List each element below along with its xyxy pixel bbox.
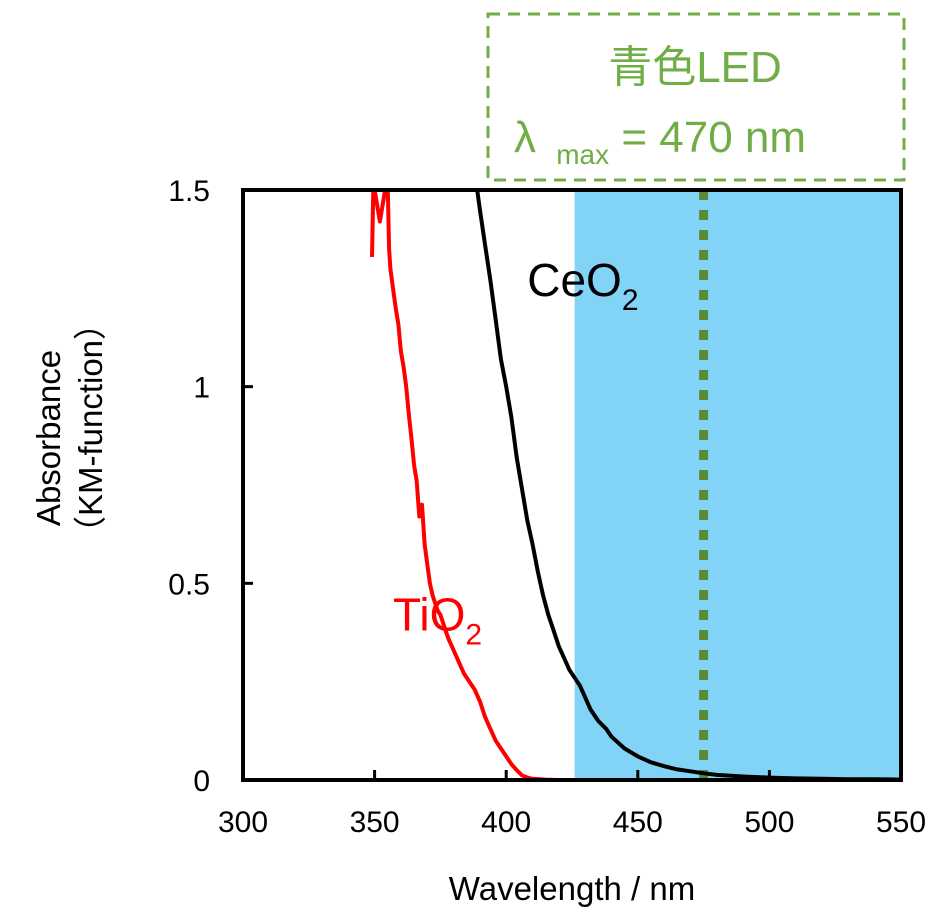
lambda-value: = 470 nm bbox=[621, 113, 806, 162]
plot-frame bbox=[241, 188, 903, 782]
y-axis: 0 0.5 1 1.5 bbox=[168, 175, 253, 798]
annotation-box: 青色LED λ max = 470 nm bbox=[486, 12, 906, 182]
y-axis-title-line1: Absorbance bbox=[30, 350, 67, 526]
series-label-0: TiO2 bbox=[393, 589, 482, 652]
x-tick-label: 400 bbox=[481, 806, 531, 839]
y-tick-label: 1.5 bbox=[168, 175, 210, 208]
annotation-lambda-max: λ max = 470 nm bbox=[514, 113, 806, 174]
series-label-sub-1: 2 bbox=[622, 284, 639, 317]
series-line-0 bbox=[370, 188, 901, 782]
series-label-main-1: CeO bbox=[527, 254, 622, 306]
series-label-main-0: TiO bbox=[393, 589, 465, 641]
x-axis-title: Wavelength / nm bbox=[449, 870, 695, 907]
lambda-symbol: λ bbox=[514, 113, 536, 162]
y-tick-label: 1 bbox=[193, 372, 210, 405]
y-tick-label: 0.5 bbox=[168, 568, 210, 601]
blue-led-band bbox=[574, 190, 901, 780]
annotation-frame bbox=[486, 12, 906, 182]
series-label-sub-0: 2 bbox=[465, 619, 482, 652]
y-axis-title-line2: （KM-function） bbox=[72, 307, 109, 549]
lambda-subscript: max bbox=[556, 139, 609, 170]
x-tick-label: 550 bbox=[876, 806, 926, 839]
series-line-1 bbox=[475, 189, 902, 782]
x-tick-label: 350 bbox=[350, 806, 400, 839]
annotation-title: 青色LED bbox=[608, 43, 782, 92]
x-tick-label: 300 bbox=[218, 806, 268, 839]
series-label-1: CeO2 bbox=[527, 254, 638, 317]
x-tick-label: 500 bbox=[744, 806, 794, 839]
y-tick-label: 0 bbox=[193, 765, 210, 798]
x-tick-label: 450 bbox=[613, 806, 663, 839]
x-axis: 300 350 400 450 500 550 bbox=[218, 770, 926, 839]
series-layer bbox=[370, 188, 902, 782]
